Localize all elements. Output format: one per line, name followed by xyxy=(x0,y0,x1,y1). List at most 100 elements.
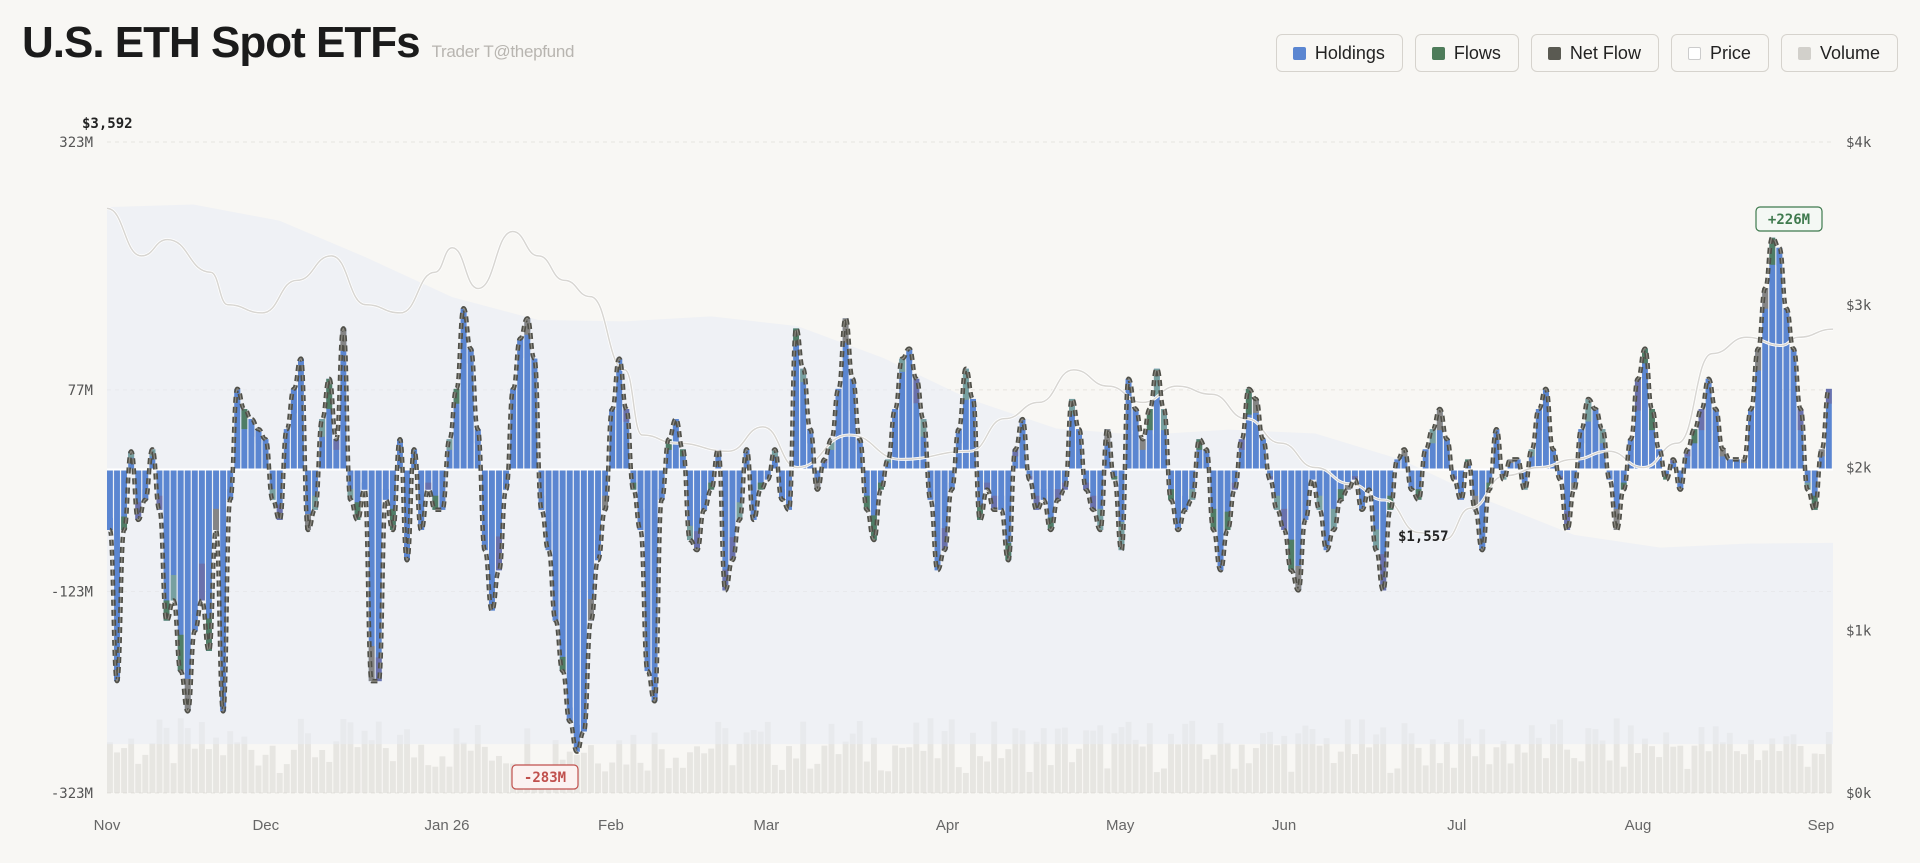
volume-bar xyxy=(856,721,863,793)
flow-bar xyxy=(1535,409,1542,470)
flow-bar-segment xyxy=(1047,517,1054,530)
volume-bar xyxy=(743,732,750,793)
flow-bar-segment xyxy=(1592,409,1599,428)
flow-bar xyxy=(955,429,962,470)
flow-bar-segment xyxy=(1316,495,1323,510)
flow-bar xyxy=(1217,469,1224,571)
flow-bar-segment xyxy=(538,495,545,510)
volume-bar xyxy=(1337,751,1344,793)
volume-bar xyxy=(672,757,679,793)
flow-bar xyxy=(1479,469,1486,551)
volume-bar xyxy=(1677,745,1684,793)
legend-flows-button[interactable]: Flows xyxy=(1414,34,1519,72)
flow-bar-segment xyxy=(1168,489,1174,500)
x-tick: Nov xyxy=(94,817,121,834)
volume-bar xyxy=(241,736,248,793)
volume-bar xyxy=(665,768,672,793)
volume-bar xyxy=(998,758,1005,793)
flow-bar xyxy=(467,348,474,470)
flow-bar xyxy=(856,439,863,470)
flow-bar-segment xyxy=(524,318,531,335)
flow-bar xyxy=(1182,469,1189,510)
volume-bar xyxy=(1252,748,1259,793)
flow-bar xyxy=(1047,469,1054,530)
flow-bar-segment xyxy=(906,348,913,362)
legend-holdings-button[interactable]: Holdings xyxy=(1275,34,1403,72)
flow-bar-segment xyxy=(517,338,524,359)
flow-bar-segment xyxy=(184,678,191,712)
flow-bar-segment xyxy=(1741,459,1747,463)
flow-bar-segment xyxy=(1330,508,1337,530)
flow-bar-segment xyxy=(1613,508,1620,530)
flow-bar xyxy=(248,419,255,470)
flow-bar-segment xyxy=(701,495,708,510)
flow-bar xyxy=(1069,398,1075,470)
flow-bar xyxy=(1748,409,1754,470)
y-right-tick: $2k xyxy=(1846,461,1872,477)
volume-bar xyxy=(970,732,976,793)
flow-bar-segment xyxy=(1309,476,1316,480)
flow-bar-segment xyxy=(687,525,693,541)
flow-bar xyxy=(878,469,884,490)
flow-bar xyxy=(885,459,891,470)
volume-bar xyxy=(814,763,821,793)
x-tick: Jun xyxy=(1272,817,1296,834)
y-left-tick: 323M xyxy=(59,135,93,151)
legend-volume-button[interactable]: Volume xyxy=(1780,34,1898,72)
volume-bar xyxy=(1443,742,1450,793)
flow-bar-segment xyxy=(411,449,418,457)
volume-layer xyxy=(107,718,1832,793)
flow-bar xyxy=(319,419,326,470)
page-title: U.S. ETH Spot ETFs xyxy=(22,18,421,67)
volume-bar xyxy=(333,741,340,793)
y-left-tick: -123M xyxy=(51,584,93,600)
flow-bar xyxy=(1790,348,1797,470)
flow-bar xyxy=(1776,247,1783,470)
volume-bar xyxy=(1705,751,1712,793)
volume-bar xyxy=(354,747,361,793)
volume-bar xyxy=(651,732,658,793)
volume-bar xyxy=(1061,727,1068,793)
volume-bar xyxy=(1578,761,1585,793)
x-tick: Apr xyxy=(936,817,959,834)
flow-bar xyxy=(722,469,729,591)
y-left-tick: -323M xyxy=(51,786,93,802)
flow-bar-segment xyxy=(1719,449,1726,457)
flow-bar xyxy=(1380,469,1387,591)
legend-price-button[interactable]: Price xyxy=(1670,34,1769,72)
flow-bar xyxy=(1359,469,1365,510)
flow-bar-segment xyxy=(991,495,998,510)
flow-bar xyxy=(1415,469,1422,500)
volume-bar xyxy=(1458,719,1464,793)
volume-bar xyxy=(1359,719,1365,793)
flow-bar-segment xyxy=(899,358,906,372)
volume-bar xyxy=(1528,725,1535,793)
volume-bar xyxy=(764,721,771,793)
holdings-swatch-icon xyxy=(1292,46,1306,60)
flow-bar xyxy=(1316,469,1323,510)
volume-bar xyxy=(1486,764,1493,793)
flow-bar-segment xyxy=(764,476,771,480)
flow-bar xyxy=(1818,449,1825,470)
flow-bar xyxy=(1408,469,1415,490)
volume-bar xyxy=(1422,765,1429,793)
volume-bar xyxy=(1401,723,1408,793)
volume-bar xyxy=(1649,746,1655,793)
volume-bar xyxy=(170,763,177,793)
volume-bar xyxy=(828,723,835,793)
flow-bar xyxy=(1458,469,1464,500)
volume-bar xyxy=(701,753,708,793)
flow-bar xyxy=(736,469,743,520)
volume-bar xyxy=(1712,726,1719,793)
volume-swatch-icon xyxy=(1797,46,1811,60)
flow-bar xyxy=(552,469,559,621)
volume-bar xyxy=(842,741,849,793)
legend-netflow-button[interactable]: Net Flow xyxy=(1530,34,1659,72)
volume-bar xyxy=(1634,753,1641,793)
flow-bar xyxy=(1401,449,1408,470)
volume-bar xyxy=(156,719,163,793)
flow-bar-segment xyxy=(510,388,517,407)
flow-bar xyxy=(326,378,333,470)
x-tick: May xyxy=(1106,817,1135,834)
